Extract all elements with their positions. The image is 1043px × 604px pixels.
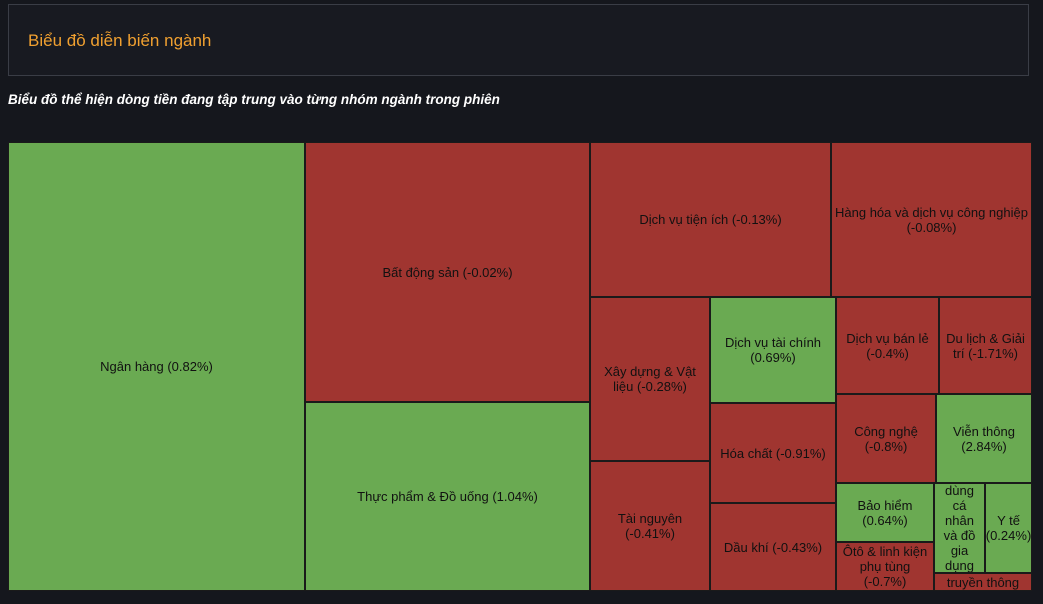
- treemap-tile[interactable]: Dầu khí (-0.43%): [710, 503, 836, 591]
- treemap-tile[interactable]: Tài nguyên (-0.41%): [590, 461, 710, 591]
- treemap-tile-label: Ôtô & linh kiện phụ tùng (-0.7%): [842, 544, 928, 589]
- treemap-tile-label: Dịch vụ tiện ích (-0.13%): [639, 212, 782, 227]
- treemap-tile-label: truyền thông: [946, 574, 1020, 590]
- treemap-tile[interactable]: Xây dựng & Vật liệu (-0.28%): [590, 297, 710, 461]
- treemap-tile-label: Ngân hàng (0.82%): [100, 359, 213, 374]
- chart-title: Biểu đồ diễn biến ngành: [28, 31, 212, 50]
- treemap-tile-label: Tài nguyên (-0.41%): [617, 511, 683, 541]
- treemap-tile[interactable]: Thực phẩm & Đồ uống (1.04%): [305, 402, 590, 591]
- treemap-tile[interactable]: Bảo hiểm (0.64%): [836, 483, 934, 542]
- treemap-tile[interactable]: Du lịch & Giải trí (-1.71%): [939, 297, 1032, 394]
- treemap-tile-label: Đồ dùng cá nhân và đồ gia dụng (0.33%): [943, 483, 976, 573]
- treemap-tile-label: Thực phẩm & Đồ uống (1.04%): [357, 489, 538, 504]
- treemap-tile-label: Dịch vụ bán lẻ (-0.4%): [846, 330, 929, 361]
- treemap-tile[interactable]: Bất động sản (-0.02%): [305, 142, 590, 402]
- treemap-tile-label: Dịch vụ tài chính (0.69%): [724, 335, 822, 365]
- treemap-tile-label: Bảo hiểm (0.64%): [857, 497, 913, 528]
- treemap-tile[interactable]: Đồ dùng cá nhân và đồ gia dụng (0.33%): [934, 483, 985, 573]
- treemap-tile-label: Công nghệ (-0.8%): [854, 423, 918, 454]
- treemap-tile-label: Xây dựng & Vật liệu (-0.28%): [604, 364, 696, 394]
- treemap-tile-label: Dầu khí (-0.43%): [723, 539, 823, 555]
- treemap-tile[interactable]: Ngân hàng (0.82%): [8, 142, 305, 591]
- treemap-tile[interactable]: Dịch vụ bán lẻ (-0.4%): [836, 297, 939, 394]
- treemap-tile[interactable]: Hàng hóa và dịch vụ công nghiệp (-0.08%): [831, 142, 1032, 297]
- treemap-tile[interactable]: Ôtô & linh kiện phụ tùng (-0.7%): [836, 542, 934, 591]
- treemap-tile[interactable]: Y tế (0.24%): [985, 483, 1032, 573]
- treemap-tile[interactable]: Hóa chất (-0.91%): [710, 403, 836, 503]
- treemap-tile-label: Hóa chất (-0.91%): [720, 445, 826, 461]
- treemap-tile[interactable]: truyền thông: [934, 573, 1032, 591]
- chart-header: Biểu đồ diễn biến ngành: [8, 4, 1029, 76]
- treemap-tile-label: Viễn thông (2.84%): [953, 423, 1015, 454]
- treemap-tile[interactable]: Dịch vụ tiện ích (-0.13%): [590, 142, 831, 297]
- treemap-tile-label: Hàng hóa và dịch vụ công nghiệp (-0.08%): [835, 204, 1028, 235]
- treemap-tile[interactable]: Dịch vụ tài chính (0.69%): [710, 297, 836, 403]
- treemap-tile-label: Y tế (0.24%): [985, 513, 1032, 543]
- treemap-tile-label: Du lịch & Giải trí (-1.71%): [946, 330, 1025, 361]
- treemap-tile[interactable]: Viễn thông (2.84%): [936, 394, 1032, 483]
- chart-subtitle: Biểu đồ thể hiện dòng tiền đang tập trun…: [8, 92, 500, 107]
- treemap-tile-label: Bất động sản (-0.02%): [382, 264, 513, 280]
- sector-treemap: Ngân hàng (0.82%) Bất động sản (-0.02%) Th…: [8, 142, 1032, 591]
- treemap-tile[interactable]: Công nghệ (-0.8%): [836, 394, 936, 483]
